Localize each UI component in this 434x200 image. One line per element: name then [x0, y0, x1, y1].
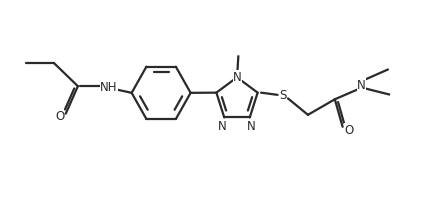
Text: N: N [247, 119, 255, 132]
Text: O: O [55, 110, 64, 123]
Text: O: O [343, 123, 352, 136]
Text: S: S [279, 89, 286, 102]
Text: N: N [356, 78, 365, 91]
Text: N: N [233, 71, 241, 84]
Text: NH: NH [100, 80, 118, 93]
Text: N: N [218, 119, 227, 132]
